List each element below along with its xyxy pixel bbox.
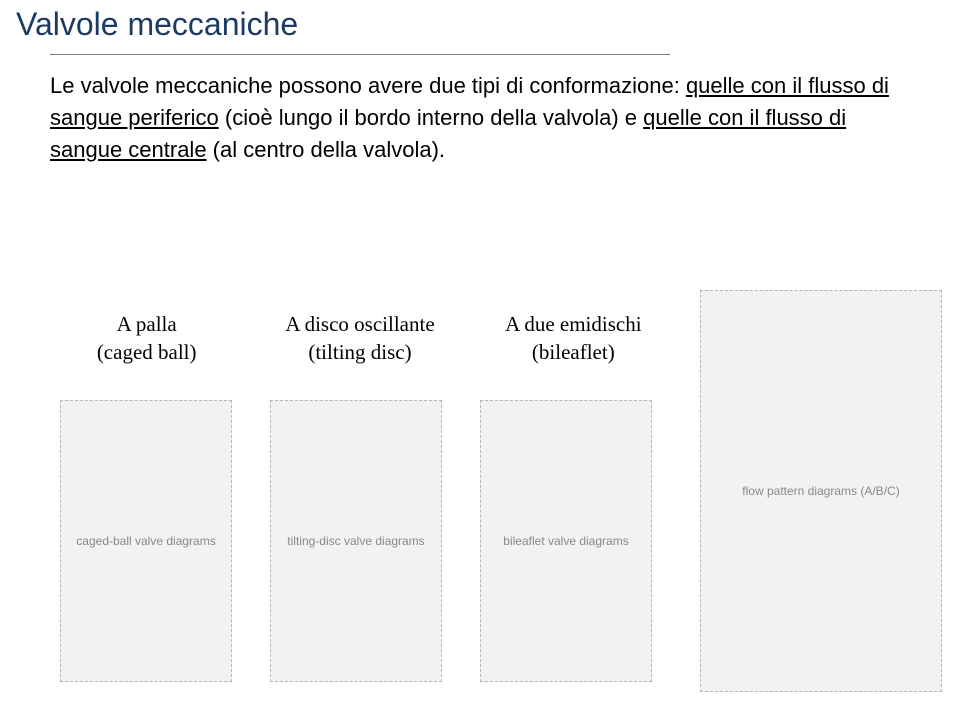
label-tilting-disc-line1: A disco oscillante <box>253 310 466 338</box>
label-col-bileaflet: A due emidischi (bileaflet) <box>467 310 680 367</box>
valve-diagram-bileaflet: bileaflet valve diagrams <box>480 400 652 682</box>
label-tilting-disc-line2: (tilting disc) <box>253 338 466 366</box>
flow-pattern-diagrams: flow pattern diagrams (A/B/C) <box>700 290 942 692</box>
body-text-3: (al centro della valvola). <box>207 137 445 162</box>
valve-diagram-tilting-disc: tilting-disc valve diagrams <box>270 400 442 682</box>
valve-type-labels: A palla (caged ball) A disco oscillante … <box>40 310 680 367</box>
label-col-tilting-disc: A disco oscillante (tilting disc) <box>253 310 466 367</box>
page-title: Valvole meccaniche <box>16 6 298 43</box>
label-col-caged-ball: A palla (caged ball) <box>40 310 253 367</box>
body-text-1: Le valvole meccaniche possono avere due … <box>50 73 686 98</box>
label-caged-ball-line1: A palla <box>40 310 253 338</box>
body-text-2: (cioè lungo il bordo interno della valvo… <box>219 105 643 130</box>
body-paragraph: Le valvole meccaniche possono avere due … <box>50 70 910 166</box>
label-bileaflet-line2: (bileaflet) <box>467 338 680 366</box>
title-underline <box>50 54 670 55</box>
label-caged-ball-line2: (caged ball) <box>40 338 253 366</box>
label-bileaflet-line1: A due emidischi <box>467 310 680 338</box>
valve-diagram-caged-ball: caged-ball valve diagrams <box>60 400 232 682</box>
